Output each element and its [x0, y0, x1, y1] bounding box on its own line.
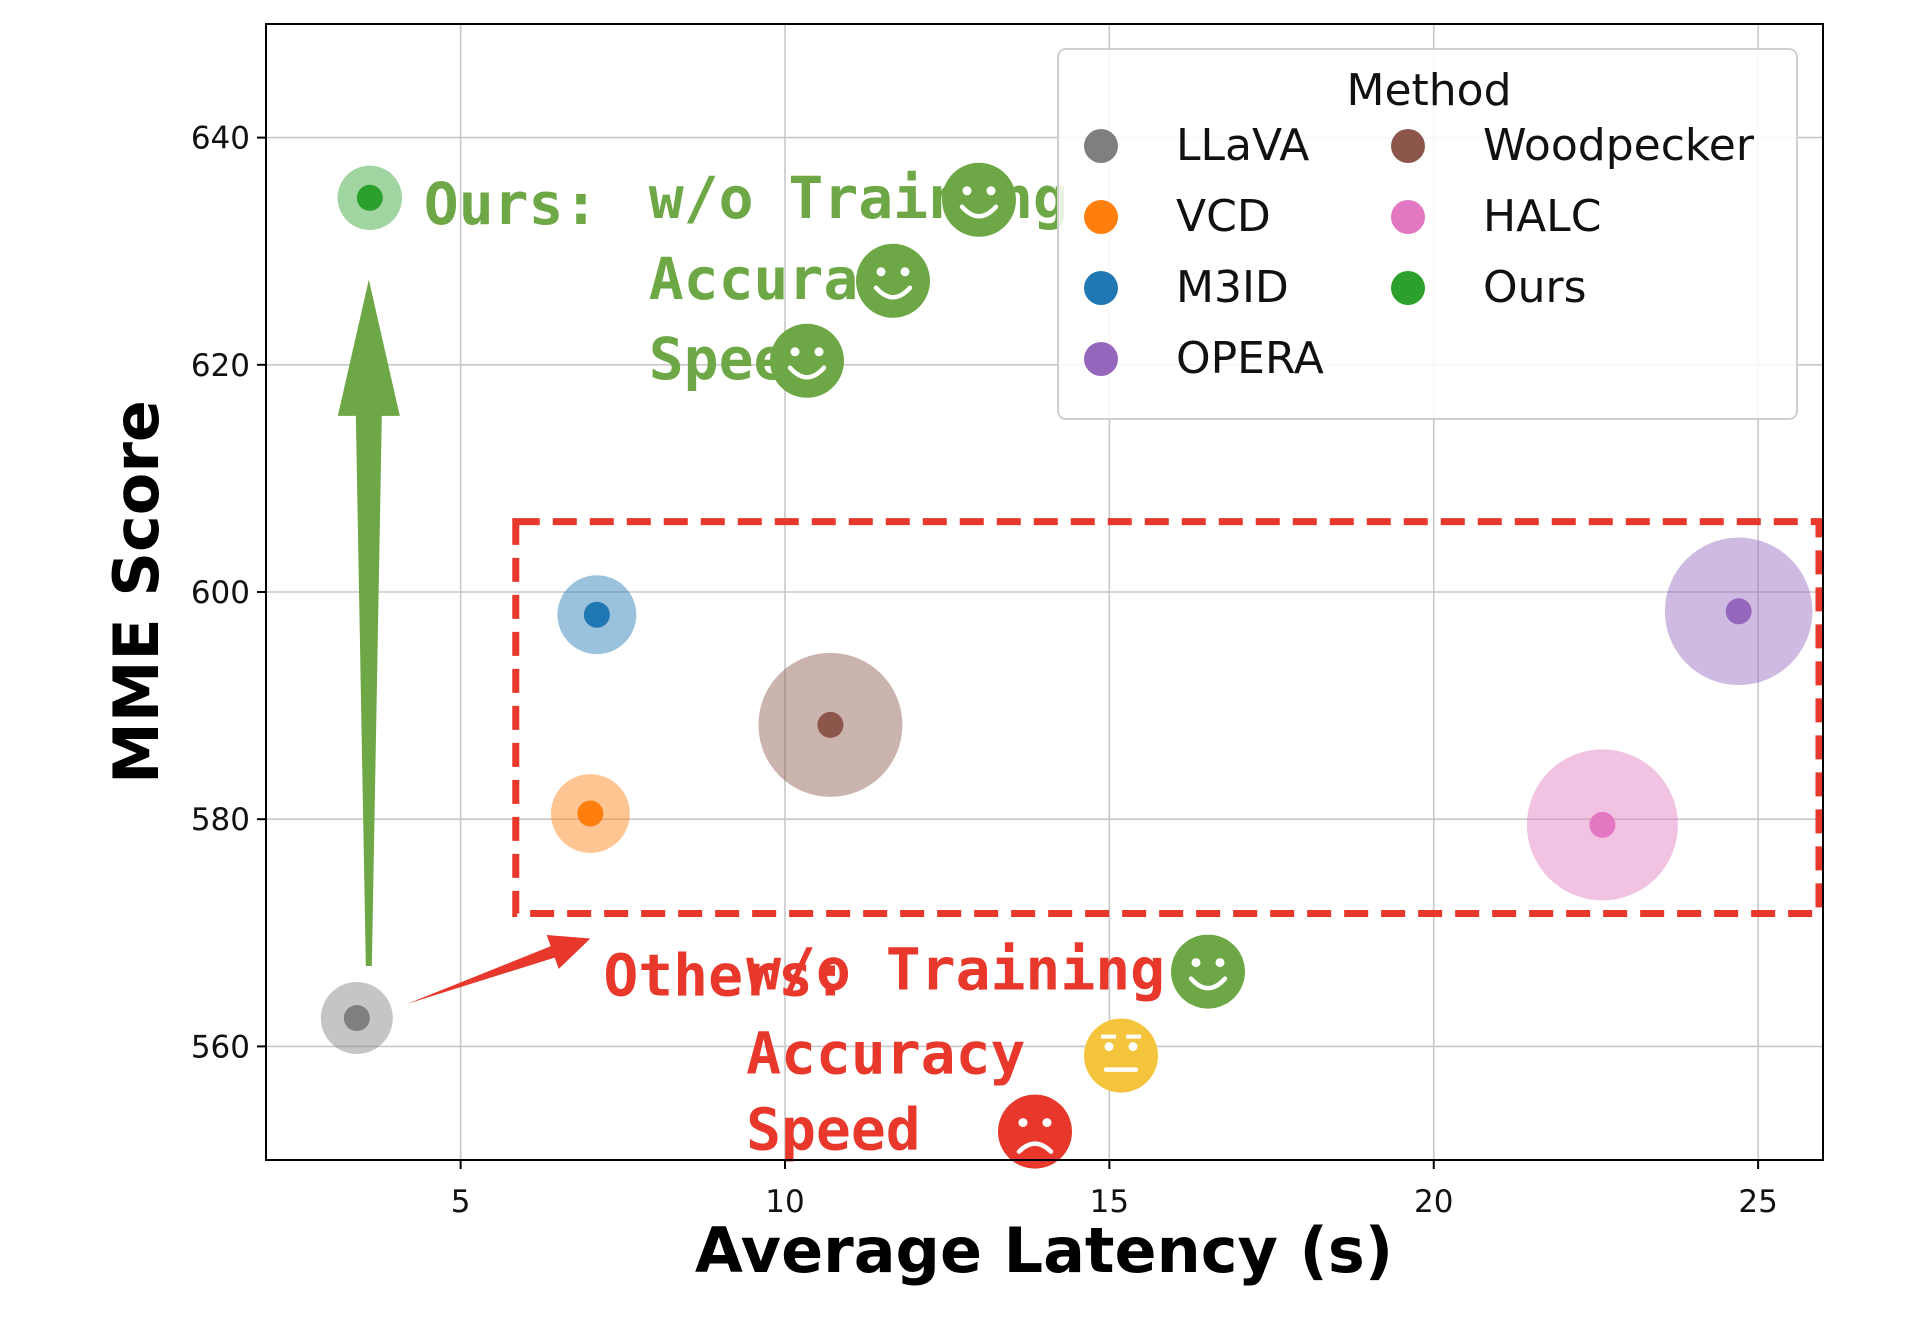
face-eye [1128, 1042, 1138, 1052]
face-mouth [1016, 1141, 1054, 1154]
sad-face-icon [998, 1094, 1072, 1169]
x-tick-label: 10 [765, 1184, 804, 1220]
legend-marker-llava [1084, 129, 1118, 163]
y-tick-label: 560 [191, 1029, 250, 1065]
face-disc [1171, 934, 1245, 1009]
bubble-layer [320, 165, 1813, 1054]
ours-point [356, 184, 383, 211]
y-tick-label: 600 [191, 575, 250, 611]
annotation-layer: Ours: w/o TrainingAccuracySpeedOthers:w/o… [337, 162, 1823, 1169]
m3id-point [583, 601, 610, 628]
face-eye [790, 347, 800, 357]
happy-face-icon [856, 243, 930, 318]
woodpecker-point [817, 711, 844, 738]
face-disc [942, 162, 1016, 237]
face-disc [1084, 1018, 1158, 1093]
face-mouth [873, 285, 913, 300]
red-arrow [406, 934, 591, 1004]
face-mouth [1188, 976, 1228, 991]
face-disc [856, 243, 930, 318]
happy-face-icon [942, 162, 1016, 237]
face-eye [1191, 958, 1201, 968]
others-accuracy-label: Accuracy [746, 1020, 1025, 1088]
halc-point [1589, 811, 1616, 838]
happy-face-icon [1171, 934, 1245, 1009]
legend-marker-ours [1391, 271, 1425, 305]
x-axis-title: Average Latency (s) [695, 1214, 1393, 1287]
legend-marker-halc [1391, 200, 1425, 234]
face-eye [814, 347, 824, 357]
y-tick-label: 580 [191, 802, 250, 838]
face-eye [1042, 1118, 1052, 1128]
others-prefix-label: Others: [603, 942, 847, 1010]
legend-marker-vcd [1084, 200, 1118, 234]
legend-frame [1057, 48, 1798, 420]
face-eye [1018, 1118, 1028, 1128]
y-axis-title: MME Score [100, 400, 173, 784]
vcd-point [577, 800, 604, 827]
legend-label-woodpecker: Woodpecker [1483, 120, 1755, 171]
x-tick-label: 15 [1090, 1184, 1129, 1220]
others-w-o-training-label: w/o Training [746, 936, 1165, 1004]
llava-point [343, 1005, 370, 1031]
face-eye [1104, 1042, 1114, 1052]
neutral-face-icon [1084, 1018, 1158, 1093]
ticks: 5 10 15 20 25 560 580 600 620 640 [191, 121, 1778, 1220]
legend-marker-woodpecker [1391, 129, 1425, 163]
x-tick-label: 25 [1738, 1184, 1777, 1220]
face-eye [1215, 958, 1225, 968]
face-mouth [787, 365, 827, 380]
legend-label-llava: LLaVA [1176, 120, 1309, 171]
legend-title: Method [1346, 65, 1511, 116]
legend-label-opera: OPERA [1176, 333, 1324, 384]
face-eye [900, 267, 910, 277]
y-tick-label: 640 [191, 121, 250, 157]
legend: Method LLaVA Woodpecker VCD HALC M3ID Ours OPER… [1057, 48, 1798, 420]
legend-label-ours: Ours [1483, 262, 1587, 313]
legend-label-halc: HALC [1483, 191, 1601, 242]
face-eye [986, 186, 996, 196]
face-mouth [959, 204, 999, 219]
happy-face-icon [770, 323, 844, 398]
face-disc [770, 323, 844, 398]
face-eye [962, 186, 972, 196]
opera-point [1725, 598, 1752, 625]
x-tick-label: 20 [1414, 1184, 1453, 1220]
face-disc [998, 1094, 1072, 1169]
legend-label-vcd: VCD [1176, 191, 1271, 242]
y-tick-label: 620 [191, 348, 250, 384]
others-speed-label: Speed [746, 1096, 921, 1164]
legend-label-m3id: M3ID [1176, 262, 1289, 313]
highlight-box [512, 518, 1823, 917]
legend-marker-m3id [1084, 271, 1118, 305]
face-eye [876, 267, 886, 277]
ours-prefix-label: Ours: [424, 170, 599, 238]
up-arrow [337, 279, 400, 967]
legend-marker-opera [1084, 342, 1118, 376]
x-tick-label: 5 [451, 1184, 471, 1220]
